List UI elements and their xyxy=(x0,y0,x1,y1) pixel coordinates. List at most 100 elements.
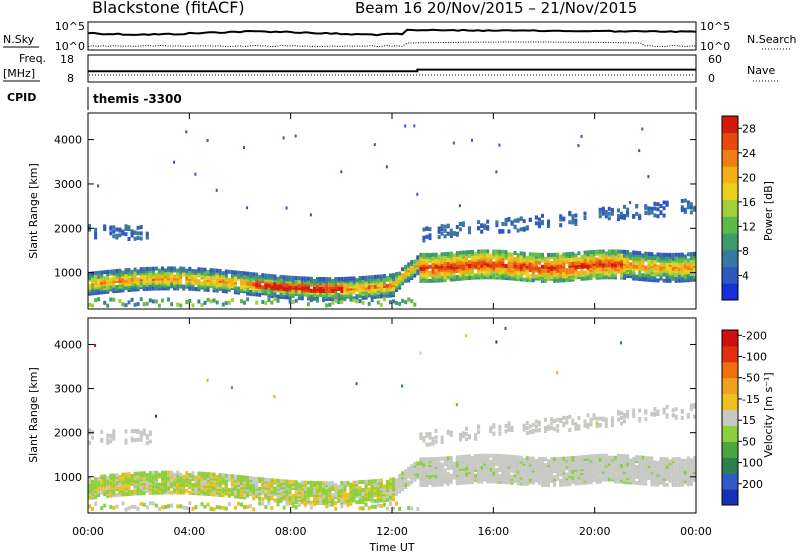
range-cell xyxy=(674,414,678,419)
range-cell xyxy=(261,501,265,506)
range-cell xyxy=(425,234,429,239)
range-cell xyxy=(620,341,622,345)
range-cell xyxy=(522,277,526,282)
velocity-xlabel: Time UT xyxy=(368,541,414,554)
range-cell xyxy=(544,264,547,269)
range-cell xyxy=(224,473,228,478)
range-cell xyxy=(170,302,174,307)
range-cell xyxy=(164,476,167,481)
range-cell xyxy=(544,256,547,261)
range-cell xyxy=(212,268,216,273)
range-cell xyxy=(516,217,520,222)
range-cell xyxy=(404,270,408,275)
range-cell xyxy=(480,453,484,458)
range-cell xyxy=(419,469,423,473)
range-cell xyxy=(559,268,563,273)
range-cell xyxy=(182,284,186,289)
range-cell xyxy=(428,233,432,238)
range-cell xyxy=(139,430,143,435)
range-cell xyxy=(574,424,578,429)
range-cell xyxy=(249,281,253,286)
range-cell xyxy=(626,213,630,218)
range-cell xyxy=(632,408,636,413)
range-cell xyxy=(577,424,581,429)
range-cell xyxy=(437,480,441,485)
range-cell xyxy=(100,490,104,495)
range-cell xyxy=(142,279,146,283)
range-cell xyxy=(465,462,468,467)
range-cell xyxy=(431,262,435,267)
range-cell xyxy=(346,480,350,485)
range-cell xyxy=(574,275,578,280)
range-cell xyxy=(443,224,447,229)
colorbar-swatch xyxy=(722,216,738,234)
range-cell xyxy=(382,297,386,302)
range-cell xyxy=(285,275,289,280)
range-cell xyxy=(534,424,538,429)
range-cell xyxy=(626,410,630,415)
range-cell xyxy=(261,477,265,482)
noise-panel: N.Sky 10^5 10^0 10^5 10^0 N.Search xyxy=(3,20,797,53)
y-tick-label: 1000 xyxy=(54,471,82,484)
range-cell xyxy=(118,482,122,487)
range-cell xyxy=(419,482,423,487)
range-cell xyxy=(121,302,125,307)
colorbar-swatch xyxy=(722,345,738,363)
range-cell xyxy=(157,274,161,279)
range-cell xyxy=(659,474,663,479)
range-cell xyxy=(398,271,402,276)
range-cell xyxy=(416,269,420,274)
y-tick-label: 3000 xyxy=(54,178,82,191)
range-cell xyxy=(106,269,110,274)
range-cell xyxy=(632,456,636,461)
range-cell xyxy=(495,267,499,272)
range-cell xyxy=(437,456,441,461)
range-cell xyxy=(446,251,450,256)
range-cell xyxy=(571,456,575,460)
range-cell xyxy=(434,457,438,461)
range-cell xyxy=(565,268,569,273)
range-cell xyxy=(620,214,623,219)
range-cell xyxy=(379,286,383,291)
range-cell xyxy=(562,421,566,426)
range-cell xyxy=(468,254,471,258)
range-cell xyxy=(629,252,633,257)
range-cell xyxy=(173,472,177,477)
range-cell xyxy=(416,507,420,512)
range-cell xyxy=(531,278,535,283)
range-cell xyxy=(431,441,435,446)
range-cell xyxy=(556,252,560,257)
range-cell xyxy=(537,266,541,271)
range-cell xyxy=(665,404,669,409)
range-cell xyxy=(389,489,392,494)
range-cell xyxy=(197,273,201,278)
range-cell xyxy=(689,270,693,274)
range-cell xyxy=(136,471,140,476)
range-cell xyxy=(352,276,356,281)
range-cell xyxy=(595,249,599,254)
range-cell xyxy=(255,276,259,281)
range-cell xyxy=(495,340,498,344)
range-cell xyxy=(100,437,104,442)
range-cell xyxy=(240,299,243,304)
range-cell xyxy=(349,276,353,281)
range-cell xyxy=(428,236,432,241)
range-cell xyxy=(620,253,623,258)
range-cell xyxy=(522,458,526,462)
range-cell xyxy=(425,442,429,447)
range-cell xyxy=(528,472,532,477)
range-cell xyxy=(145,276,149,281)
range-cell xyxy=(601,453,605,458)
range-cell xyxy=(647,206,651,211)
range-cell xyxy=(106,303,110,308)
range-cell xyxy=(373,499,377,503)
range-cell xyxy=(167,297,170,302)
range-cell xyxy=(191,483,195,488)
range-cell xyxy=(644,455,648,460)
range-cell xyxy=(534,252,538,257)
range-cell xyxy=(328,277,332,282)
range-cell xyxy=(273,292,277,297)
range-cell xyxy=(355,480,359,485)
range-cell xyxy=(124,440,128,445)
range-cell xyxy=(206,275,210,280)
